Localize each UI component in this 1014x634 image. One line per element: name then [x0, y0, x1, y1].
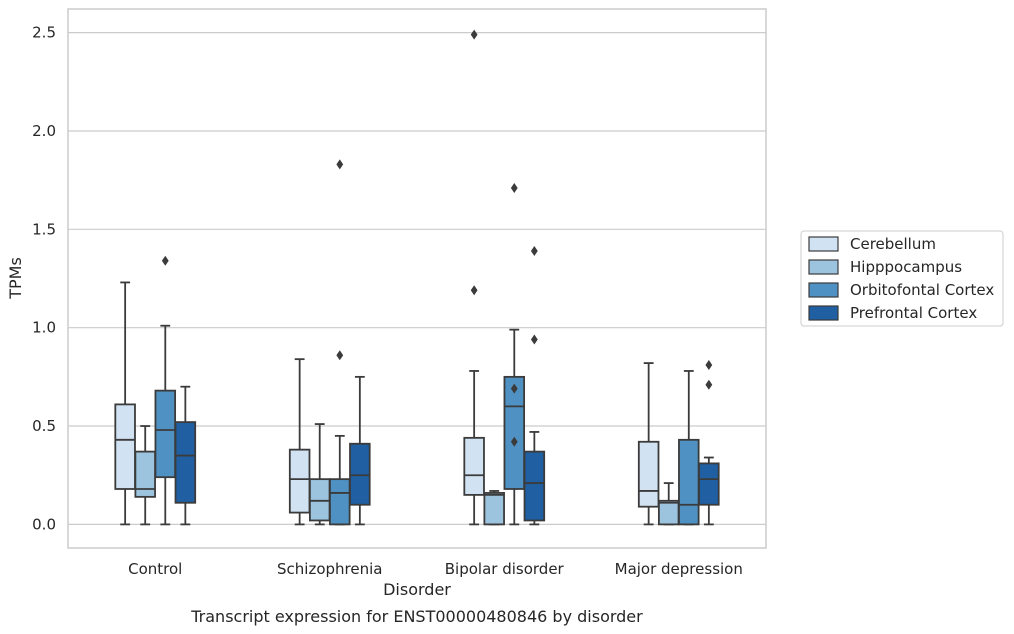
box	[483, 492, 505, 526]
outlier-point	[470, 29, 478, 40]
y-tick-label: 1.0	[32, 319, 56, 337]
outlier-point	[470, 285, 478, 296]
legend-frame	[800, 230, 1004, 327]
box-plot	[349, 375, 371, 526]
box-plot	[329, 159, 351, 526]
box	[349, 442, 371, 506]
box	[288, 448, 311, 514]
x-axis-title: Disorder	[383, 580, 451, 599]
outlier-point	[161, 255, 169, 266]
x-tick-labels: Control Schizophrenia Bipolar disorder Majo…	[128, 560, 743, 578]
box	[678, 438, 700, 526]
legend-label: Hipppocampus	[850, 258, 962, 276]
outlier-point	[705, 360, 713, 371]
x-tick-label: Major depression	[615, 560, 743, 578]
box-plot	[308, 423, 331, 526]
box-plot	[483, 490, 505, 526]
outlier-point	[530, 245, 538, 256]
x-tick-label: Schizophrenia	[277, 560, 382, 578]
series-cerebellum	[114, 29, 660, 526]
y-tick-label: 2.5	[32, 24, 56, 42]
series-orbitofontal-cortex	[154, 159, 700, 526]
legend-label: Cerebellum	[850, 235, 936, 253]
series-hipppocampus	[134, 423, 680, 526]
legend-label: Orbitofontal Cortex	[850, 281, 994, 299]
legend: Cerebellum Hipppocampus Orbitofontal Corte…	[800, 230, 1004, 327]
x-tick-label: Bipolar disorder	[445, 560, 565, 578]
box-plot	[174, 385, 197, 526]
legend-swatch	[808, 259, 839, 275]
outlier-point	[510, 436, 518, 447]
box	[523, 450, 546, 522]
outlier-point	[336, 159, 344, 170]
y-tick-label: 0.5	[32, 417, 56, 435]
legend-label: Prefrontal Cortex	[850, 304, 977, 322]
y-tick-label: 1.5	[32, 220, 56, 238]
plot-frame	[67, 8, 767, 549]
box	[114, 403, 136, 490]
outlier-point	[510, 383, 518, 394]
box-plot	[637, 362, 660, 526]
series-prefrontal-cortex	[174, 245, 720, 526]
box	[698, 462, 720, 506]
box	[308, 478, 331, 522]
outlier-point	[705, 379, 713, 390]
y-tick-label: 2.0	[32, 122, 56, 140]
x-tick-label: Control	[128, 560, 182, 578]
box	[174, 421, 197, 504]
chart-caption: Transcript expression for ENST0000048084…	[190, 607, 643, 626]
box	[637, 440, 660, 508]
box	[463, 436, 485, 496]
box-plot	[114, 281, 136, 526]
box-plot	[463, 29, 485, 526]
box-plot	[698, 360, 720, 526]
box	[503, 375, 526, 490]
y-tick-label: 0.0	[32, 515, 56, 533]
y-axis-title: TPMs	[6, 257, 25, 300]
box	[154, 389, 177, 479]
box	[134, 450, 156, 498]
legend-swatch	[808, 282, 839, 298]
y-tick-labels: 0.0 0.5 1.0 1.5 2.0 2.5	[32, 24, 56, 534]
outlier-point	[336, 350, 344, 361]
box	[329, 478, 351, 526]
box-plot	[503, 183, 526, 526]
outlier-point	[530, 334, 538, 345]
box	[657, 499, 680, 526]
legend-swatch	[808, 305, 839, 321]
legend-swatch	[808, 236, 839, 252]
box-plot	[523, 245, 546, 526]
box-groups	[114, 29, 720, 526]
outlier-point	[510, 183, 518, 194]
